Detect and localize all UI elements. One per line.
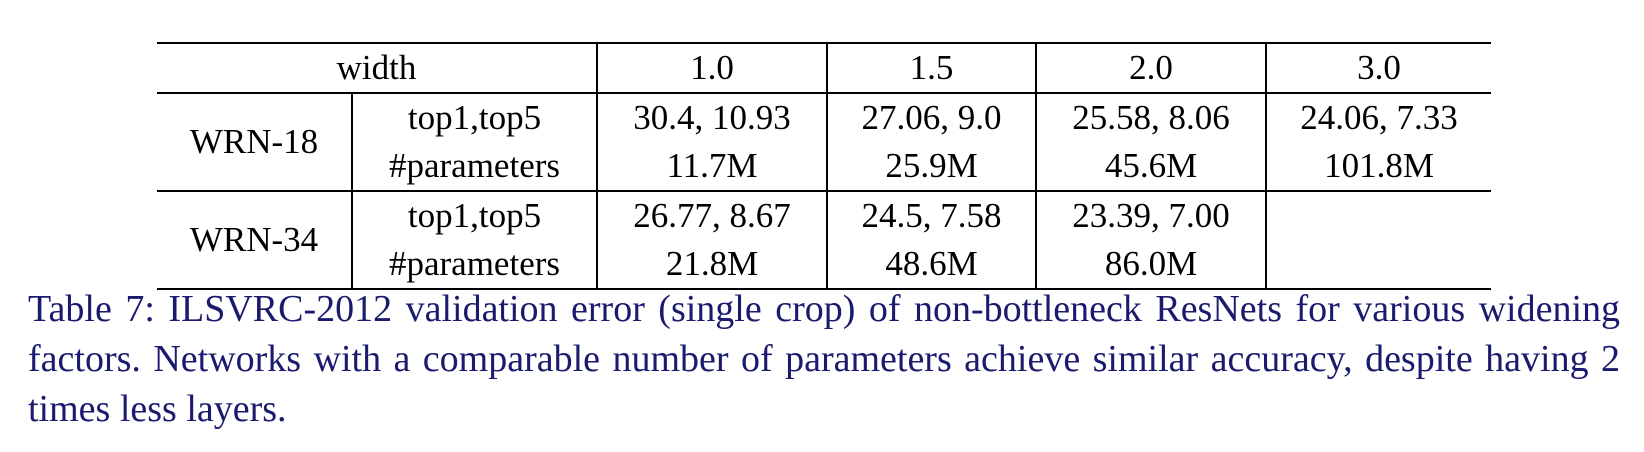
cell-wrn-34-width-1-0: 26.77, 8.67 21.8M xyxy=(597,191,829,290)
header-width-1-0: 1.0 xyxy=(597,42,829,94)
cell-errors: 24.06, 7.33 xyxy=(1300,98,1458,137)
cell-params: 45.6M xyxy=(1104,146,1198,185)
cell-params: 101.8M xyxy=(1324,146,1434,185)
header-width-label: width xyxy=(157,42,599,94)
metric-labels-wrn-34: top1,top5 #parameters xyxy=(352,191,599,290)
results-table-container: width 1.0 1.5 2.0 3.0 WRN-18 top1,top5 #… xyxy=(157,42,1492,290)
header-width-1-5: 1.5 xyxy=(827,42,1038,94)
cell-wrn-18-width-2-0: 25.58, 8.06 45.6M xyxy=(1036,93,1268,192)
metric-labels-wrn-18: top1,top5 #parameters xyxy=(352,93,599,192)
table-row-wrn-18: WRN-18 top1,top5 #parameters 30.4, 10.93… xyxy=(157,93,1492,192)
table-row-wrn-34: WRN-34 top1,top5 #parameters 26.77, 8.67… xyxy=(157,191,1492,290)
cell-wrn-34-width-3-0 xyxy=(1266,191,1492,290)
metric-label-errors: top1,top5 xyxy=(407,196,542,235)
cell-wrn-18-width-1-5: 27.06, 9.0 25.9M xyxy=(827,93,1038,192)
cell-params: 48.6M xyxy=(885,244,978,283)
cell-params: 86.0M xyxy=(1104,244,1198,283)
cell-wrn-18-width-1-0: 30.4, 10.93 11.7M xyxy=(597,93,829,192)
cell-wrn-18-width-3-0: 24.06, 7.33 101.8M xyxy=(1266,93,1492,192)
results-table: width 1.0 1.5 2.0 3.0 WRN-18 top1,top5 #… xyxy=(157,42,1492,290)
cell-wrn-34-width-2-0: 23.39, 7.00 86.0M xyxy=(1036,191,1268,290)
metric-label-errors: top1,top5 xyxy=(407,98,542,137)
cell-wrn-34-width-1-5: 24.5, 7.58 48.6M xyxy=(827,191,1038,290)
metric-label-params: #parameters xyxy=(388,146,561,185)
cell-errors: 23.39, 7.00 xyxy=(1072,196,1230,235)
header-width-3-0: 3.0 xyxy=(1266,42,1492,94)
table-caption: Table 7: ILSVRC-2012 validation error (s… xyxy=(28,288,1620,430)
cell-errors: 24.5, 7.58 xyxy=(861,196,1002,235)
cell-errors: 27.06, 9.0 xyxy=(861,98,1002,137)
cell-errors xyxy=(1267,192,1491,240)
cell-errors: 25.58, 8.06 xyxy=(1072,98,1230,137)
cell-params: 25.9M xyxy=(885,146,978,185)
metric-label-params: #parameters xyxy=(388,244,561,283)
row-label-wrn-18: WRN-18 xyxy=(157,93,353,192)
header-width-2-0: 2.0 xyxy=(1036,42,1268,94)
row-label-wrn-34: WRN-34 xyxy=(157,191,353,290)
cell-params: 21.8M xyxy=(665,244,759,283)
cell-params: 11.7M xyxy=(666,146,758,185)
cell-params xyxy=(1267,240,1491,288)
cell-errors: 30.4, 10.93 xyxy=(633,98,791,137)
table-header-row: width 1.0 1.5 2.0 3.0 xyxy=(157,42,1492,94)
cell-errors: 26.77, 8.67 xyxy=(633,196,791,235)
